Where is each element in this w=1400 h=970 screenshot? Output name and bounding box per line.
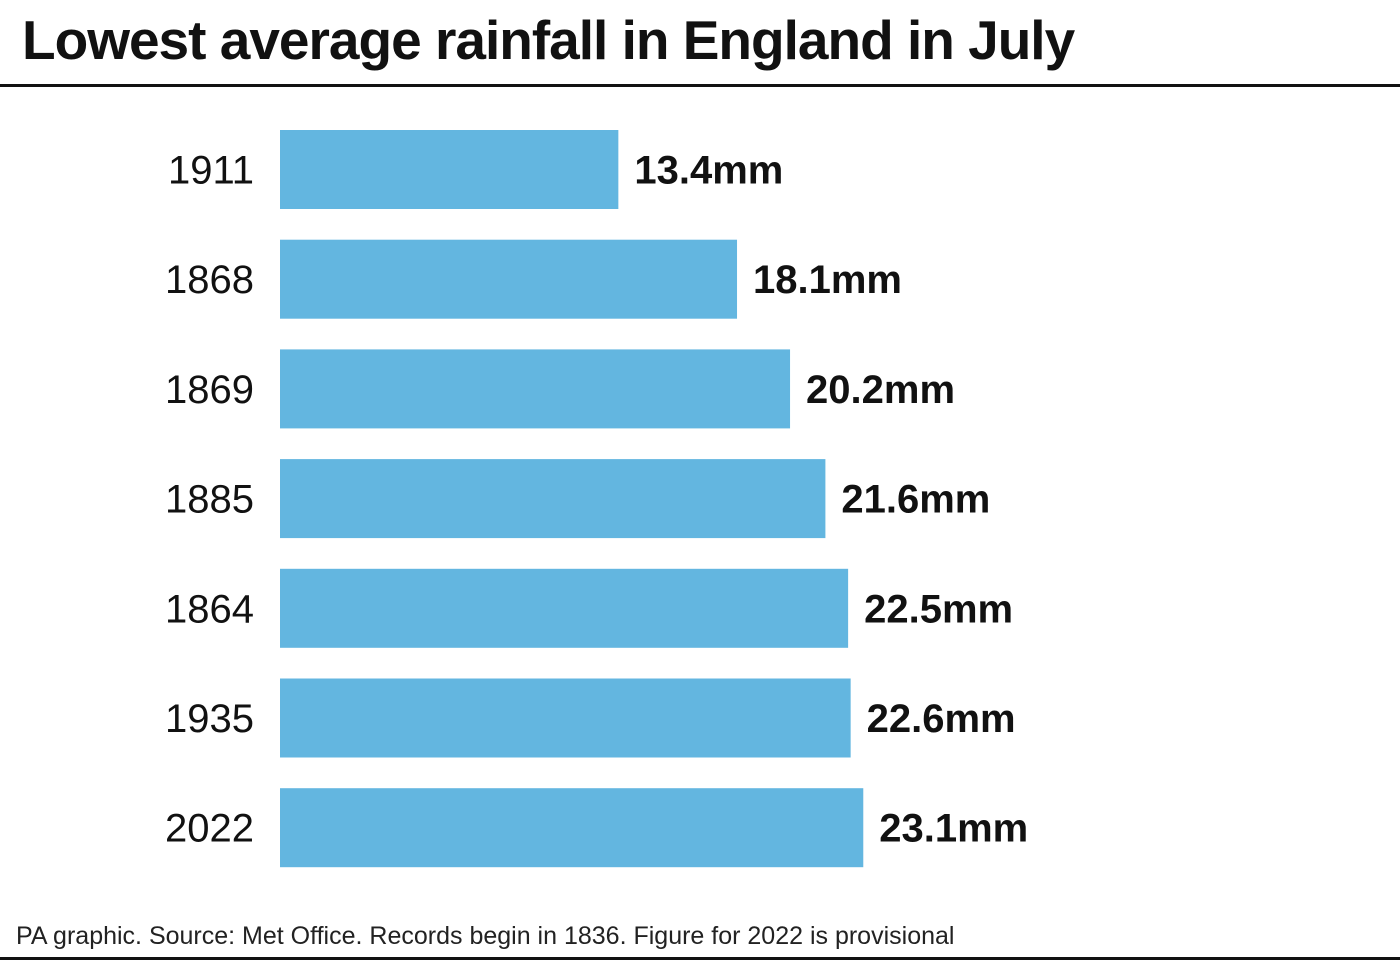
- bar-1869: [280, 349, 791, 429]
- category-label-1869: 1869: [165, 368, 254, 412]
- category-label-1935: 1935: [165, 697, 254, 741]
- value-label-1864: 22.5mm: [864, 587, 1013, 631]
- chart-title: Lowest average rainfall in England in Ju…: [22, 9, 1075, 71]
- value-label-1869: 20.2mm: [806, 368, 955, 412]
- value-label-2022: 23.1mm: [879, 807, 1028, 851]
- bar-1868: [280, 239, 738, 319]
- category-label-2022: 2022: [165, 807, 254, 851]
- bar-1864: [280, 568, 849, 648]
- footer-divider: [0, 957, 1400, 960]
- bar-1885: [280, 459, 826, 539]
- category-label-1868: 1868: [165, 258, 254, 302]
- bar-1935: [280, 678, 851, 758]
- category-label-1864: 1864: [165, 587, 254, 631]
- value-label-1935: 22.6mm: [867, 697, 1016, 741]
- value-label-1885: 21.6mm: [841, 478, 990, 522]
- bar-chart: 1911 13.4mm 1868 18.1mm 1869 20.2mm 1885 21.6mm…: [165, 130, 1028, 868]
- bar-2022: [280, 788, 864, 868]
- source-note: PA graphic. Source: Met Office. Records …: [16, 922, 955, 950]
- value-label-1868: 18.1mm: [753, 258, 902, 302]
- value-label-1911: 13.4mm: [634, 149, 783, 193]
- category-label-1885: 1885: [165, 478, 254, 522]
- category-label-1911: 1911: [168, 149, 254, 193]
- bar-1911: [280, 130, 619, 209]
- title-divider: [0, 84, 1400, 87]
